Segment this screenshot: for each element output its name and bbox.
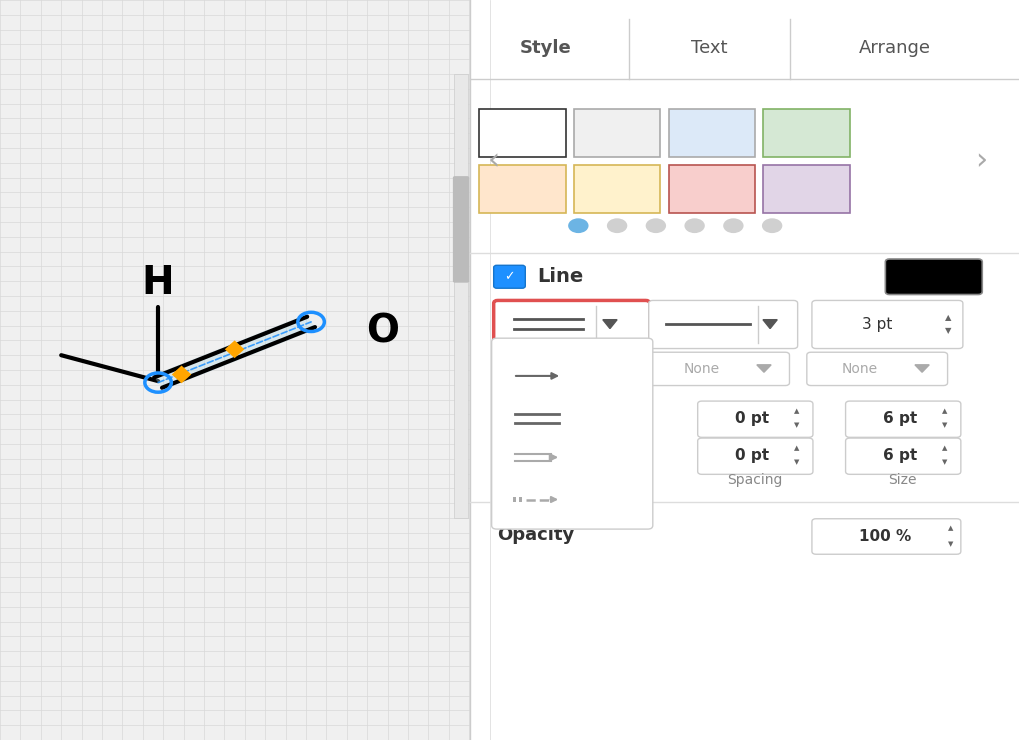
Text: ▼: ▼ <box>793 423 799 428</box>
Polygon shape <box>756 365 770 372</box>
Text: Opacity: Opacity <box>496 526 574 544</box>
Polygon shape <box>153 314 316 390</box>
FancyBboxPatch shape <box>573 110 660 158</box>
Text: ▲: ▲ <box>793 445 799 451</box>
Text: 3 pt: 3 pt <box>861 317 892 332</box>
Polygon shape <box>762 320 776 329</box>
FancyBboxPatch shape <box>884 259 981 295</box>
Text: None: None <box>841 362 877 375</box>
Text: 100 %: 100 % <box>858 529 910 544</box>
Text: ✓: ✓ <box>503 270 515 283</box>
Text: None: None <box>683 362 719 375</box>
Circle shape <box>568 218 588 233</box>
Text: Style: Style <box>520 39 571 57</box>
FancyBboxPatch shape <box>845 401 960 437</box>
Text: 6 pt: 6 pt <box>881 411 916 426</box>
Text: Arrange: Arrange <box>858 39 929 57</box>
Circle shape <box>761 218 782 233</box>
FancyBboxPatch shape <box>811 519 960 554</box>
FancyBboxPatch shape <box>453 74 468 518</box>
Text: ▼: ▼ <box>941 460 947 465</box>
FancyBboxPatch shape <box>493 266 525 288</box>
FancyBboxPatch shape <box>571 352 620 386</box>
Text: Size: Size <box>888 473 916 486</box>
FancyBboxPatch shape <box>470 0 1019 740</box>
FancyBboxPatch shape <box>762 164 850 213</box>
FancyBboxPatch shape <box>479 164 565 213</box>
Text: ‹: ‹ <box>487 146 499 175</box>
Text: ›: › <box>974 146 986 175</box>
Text: H: H <box>142 263 174 302</box>
Text: O: O <box>366 312 398 351</box>
Polygon shape <box>224 340 245 358</box>
Text: 0 pt: 0 pt <box>735 411 768 426</box>
Polygon shape <box>602 320 616 329</box>
Circle shape <box>722 218 743 233</box>
Text: 0 pt: 0 pt <box>735 448 768 462</box>
Circle shape <box>645 218 665 233</box>
Text: ══: ══ <box>530 411 548 426</box>
FancyBboxPatch shape <box>493 300 649 349</box>
FancyBboxPatch shape <box>491 338 652 529</box>
Circle shape <box>684 218 704 233</box>
Text: ▼: ▼ <box>945 326 951 335</box>
Polygon shape <box>914 365 928 372</box>
FancyBboxPatch shape <box>479 110 565 158</box>
Text: ⇒: ⇒ <box>530 448 543 462</box>
Text: ▲: ▲ <box>945 313 951 322</box>
FancyBboxPatch shape <box>762 110 850 158</box>
Text: ▲: ▲ <box>941 408 947 414</box>
Text: ▼: ▼ <box>941 423 947 428</box>
Text: Line: Line <box>537 267 583 286</box>
Text: d: d <box>579 411 589 426</box>
Polygon shape <box>171 366 192 383</box>
FancyBboxPatch shape <box>648 300 797 349</box>
Text: 6 pt: 6 pt <box>881 448 916 462</box>
FancyBboxPatch shape <box>0 0 470 740</box>
Text: rt: rt <box>579 448 591 462</box>
Text: Li: Li <box>496 448 510 462</box>
Text: Li: Li <box>496 411 510 426</box>
Text: ▲: ▲ <box>947 525 953 531</box>
FancyBboxPatch shape <box>452 176 469 283</box>
FancyBboxPatch shape <box>806 352 947 386</box>
FancyBboxPatch shape <box>513 497 516 502</box>
Circle shape <box>606 218 627 233</box>
Text: Text: Text <box>690 39 727 57</box>
FancyBboxPatch shape <box>697 438 812 474</box>
Text: Spacing: Spacing <box>727 473 782 486</box>
Text: ▼: ▼ <box>947 542 953 548</box>
FancyBboxPatch shape <box>648 352 789 386</box>
FancyBboxPatch shape <box>697 401 812 437</box>
Text: ▼: ▼ <box>793 460 799 465</box>
FancyBboxPatch shape <box>573 164 660 213</box>
FancyBboxPatch shape <box>492 352 575 386</box>
Text: ▲: ▲ <box>793 408 799 414</box>
Polygon shape <box>588 364 602 373</box>
FancyBboxPatch shape <box>668 164 754 213</box>
FancyBboxPatch shape <box>519 497 522 502</box>
FancyBboxPatch shape <box>845 438 960 474</box>
Text: ▲: ▲ <box>941 445 947 451</box>
FancyBboxPatch shape <box>668 110 754 158</box>
FancyBboxPatch shape <box>811 300 962 349</box>
